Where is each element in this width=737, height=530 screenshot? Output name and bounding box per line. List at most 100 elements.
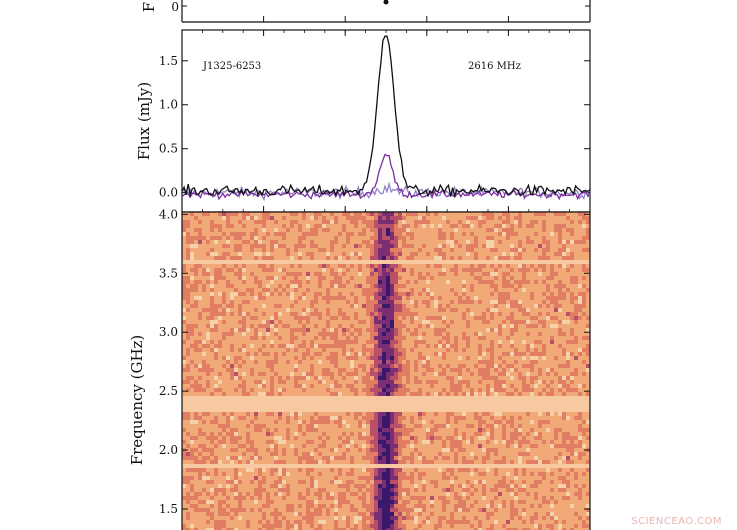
heatmap-cell (230, 424, 234, 428)
heatmap-cell (538, 232, 542, 236)
heatmap-cell (514, 292, 518, 296)
heatmap-cell (294, 384, 298, 388)
heatmap-cell (394, 248, 398, 252)
heatmap-cell (242, 312, 246, 316)
heatmap-cell (182, 248, 186, 252)
heatmap-cell (510, 264, 514, 268)
heatmap-cell (426, 324, 430, 328)
heatmap-cell (538, 268, 542, 272)
heatmap-cell (182, 360, 186, 364)
heatmap-cell (190, 256, 194, 260)
heatmap-cell (278, 412, 282, 416)
heatmap-cell (298, 248, 302, 252)
heatmap-cell (486, 244, 490, 248)
heatmap-cell (550, 340, 554, 344)
heatmap-cell (418, 224, 422, 228)
heatmap-cell (546, 256, 550, 260)
heatmap-cell (238, 316, 242, 320)
heatmap-cell (486, 336, 490, 340)
heatmap-cell (542, 212, 546, 216)
heatmap-cell (542, 216, 546, 220)
heatmap-cell (390, 420, 394, 424)
heatmap-cell (430, 384, 434, 388)
heatmap-cell (522, 416, 526, 420)
heatmap-cell (290, 384, 294, 388)
heatmap-cell (474, 212, 478, 216)
heatmap-cell (238, 320, 242, 324)
heatmap-cell (238, 308, 242, 312)
heatmap-cell (450, 268, 454, 272)
heatmap-cell (350, 384, 354, 388)
heatmap-cell (410, 252, 414, 256)
heatmap-cell (458, 344, 462, 348)
heatmap-cell (414, 316, 418, 320)
heatmap-cell (478, 316, 482, 320)
heatmap-cell (490, 288, 494, 292)
heatmap-cell (390, 296, 394, 300)
heatmap-cell (498, 320, 502, 324)
heatmap-cell (478, 376, 482, 380)
heatmap-cell (370, 252, 374, 256)
heatmap-cell (542, 224, 546, 228)
heatmap-cell (262, 420, 266, 424)
heatmap-cell (582, 216, 586, 220)
heatmap-cell (210, 412, 214, 416)
heatmap-cell (566, 244, 570, 248)
heatmap-cell (254, 324, 258, 328)
heatmap-cell (586, 336, 590, 340)
heatmap-cell (430, 340, 434, 344)
heatmap-cell (218, 244, 222, 248)
heatmap-cell (426, 292, 430, 296)
heatmap-cell (510, 300, 514, 304)
heatmap-cell (398, 220, 402, 224)
heatmap-cell (518, 376, 522, 380)
heatmap-cell (406, 296, 410, 300)
heatmap-cell (242, 412, 246, 416)
heatmap-cell (498, 364, 502, 368)
heatmap-cell (398, 224, 402, 228)
heatmap-cell (226, 324, 230, 328)
heatmap-cell (322, 332, 326, 336)
heatmap-cell (570, 368, 574, 372)
heatmap-cell (422, 256, 426, 260)
heatmap-cell (386, 212, 390, 216)
heatmap-cell (210, 392, 214, 396)
heatmap-cell (390, 336, 394, 340)
heatmap-cell (290, 412, 294, 416)
heatmap-cell (578, 344, 582, 348)
heatmap-cell (398, 420, 402, 424)
heatmap-cell (306, 236, 310, 240)
heatmap-cell (254, 332, 258, 336)
heatmap-cell (342, 272, 346, 276)
heatmap-cell (314, 308, 318, 312)
heatmap-cell (558, 356, 562, 360)
heatmap-cell (262, 268, 266, 272)
heatmap-cell (282, 276, 286, 280)
heatmap-cell (462, 368, 466, 372)
heatmap-cell (222, 264, 226, 268)
heatmap-cell (486, 272, 490, 276)
heatmap-cell (514, 288, 518, 292)
heatmap-cell (218, 368, 222, 372)
heatmap-cell (442, 324, 446, 328)
heatmap-cell (290, 276, 294, 280)
heatmap-cell (342, 332, 346, 336)
heatmap-cell (238, 212, 242, 216)
heatmap-cell (494, 344, 498, 348)
heatmap-cell (358, 232, 362, 236)
heatmap-cell (434, 304, 438, 308)
heatmap-cell (330, 348, 334, 352)
heatmap-cell (302, 240, 306, 244)
heatmap-cell (258, 276, 262, 280)
heatmap-cell (190, 232, 194, 236)
heatmap-cell (506, 368, 510, 372)
heatmap-cell (478, 212, 482, 216)
heatmap-cell (258, 280, 262, 284)
heatmap-cell (306, 228, 310, 232)
heatmap-cell (242, 220, 246, 224)
heatmap-cell (534, 336, 538, 340)
heatmap-cell (426, 252, 430, 256)
heatmap-cell (250, 284, 254, 288)
heatmap-cell (562, 348, 566, 352)
heatmap-cell (486, 212, 490, 216)
